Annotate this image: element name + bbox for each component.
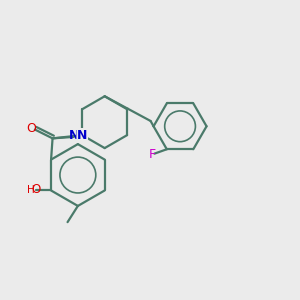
Text: N: N — [69, 129, 80, 142]
Text: O: O — [31, 183, 40, 196]
Text: H: H — [27, 185, 34, 195]
Text: O: O — [26, 122, 36, 135]
Text: N: N — [77, 129, 87, 142]
Text: F: F — [148, 148, 156, 161]
